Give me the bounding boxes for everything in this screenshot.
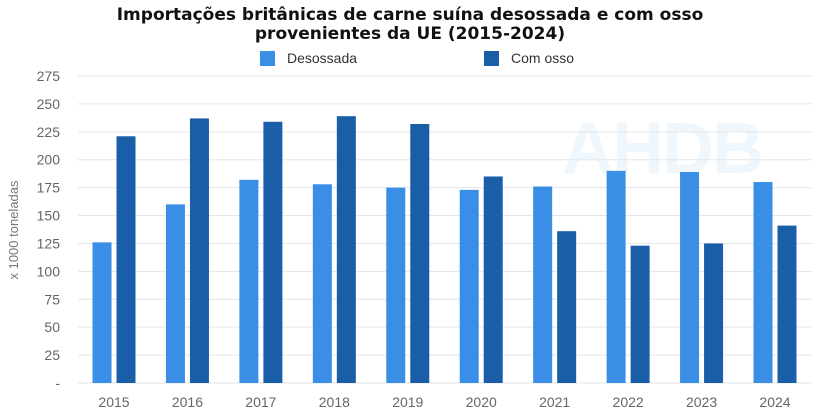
bar-com-osso-2017 (263, 121, 283, 384)
y-tick-label: 250 (37, 96, 61, 112)
bar-desossada-2015 (92, 242, 112, 383)
bar-desossada-2023 (680, 172, 700, 383)
x-tick-label: 2018 (319, 394, 350, 410)
y-tick-label: 125 (37, 235, 61, 251)
x-tick-label: 2019 (392, 394, 423, 410)
y-tick-label: 175 (37, 180, 61, 196)
bar-com-osso-2021 (557, 231, 577, 383)
bar-com-osso-2019 (410, 124, 430, 384)
bar-com-osso-2024 (777, 225, 797, 383)
y-tick-label: 25 (44, 347, 60, 363)
x-tick-label: 2016 (172, 394, 203, 410)
legend-swatch (260, 50, 275, 66)
chart-title-line-2: provenientes da UE (2015-2024) (254, 24, 566, 44)
ahdb-watermark-logo: AHDB (562, 109, 764, 189)
x-tick-label: 2023 (686, 394, 717, 410)
legend-label: Com osso (511, 50, 575, 66)
bar-com-osso-2023 (704, 243, 724, 383)
x-tick-label: 2017 (245, 394, 276, 410)
bar-com-osso-2015 (116, 136, 136, 383)
y-tick-label: 75 (44, 291, 60, 307)
legend-label: Desossada (287, 50, 358, 66)
bar-desossada-2021 (533, 186, 553, 383)
x-tick-label: 2020 (466, 394, 497, 410)
bar-desossada-2024 (753, 182, 773, 383)
legend-item-desossada: Desossada (260, 50, 357, 66)
y-tick-label: 50 (44, 319, 60, 335)
y-tick-label: 275 (37, 68, 61, 84)
bar-com-osso-2018 (336, 116, 356, 384)
legend-swatch (484, 50, 499, 66)
chart-title: Importações britânicas de carne suína de… (0, 6, 820, 44)
bar-com-osso-2022 (630, 245, 650, 383)
bar-desossada-2019 (386, 187, 406, 383)
y-tick-label: 200 (37, 152, 61, 168)
y-tick-label: 100 (37, 263, 61, 279)
y-tick-label: 225 (37, 124, 61, 140)
bar-desossada-2022 (606, 170, 626, 383)
bar-desossada-2017 (239, 179, 259, 383)
y-tick-label: - (55, 375, 60, 391)
bar-com-osso-2016 (189, 118, 209, 384)
bar-com-osso-2020 (483, 176, 503, 383)
x-tick-label: 2021 (539, 394, 570, 410)
y-tick-label: 150 (37, 208, 61, 224)
x-tick-label: 2015 (98, 394, 129, 410)
bar-desossada-2016 (165, 204, 185, 383)
chart-title-line-1: Importações britânicas de carne suína de… (116, 5, 704, 25)
bar-desossada-2018 (312, 184, 332, 383)
x-tick-label: 2024 (759, 394, 790, 410)
y-axis-label: x 1000 toneladas (6, 180, 21, 280)
legend-item-com-osso: Com osso (484, 50, 574, 66)
bar-desossada-2020 (459, 189, 479, 383)
x-tick-label: 2022 (613, 394, 644, 410)
